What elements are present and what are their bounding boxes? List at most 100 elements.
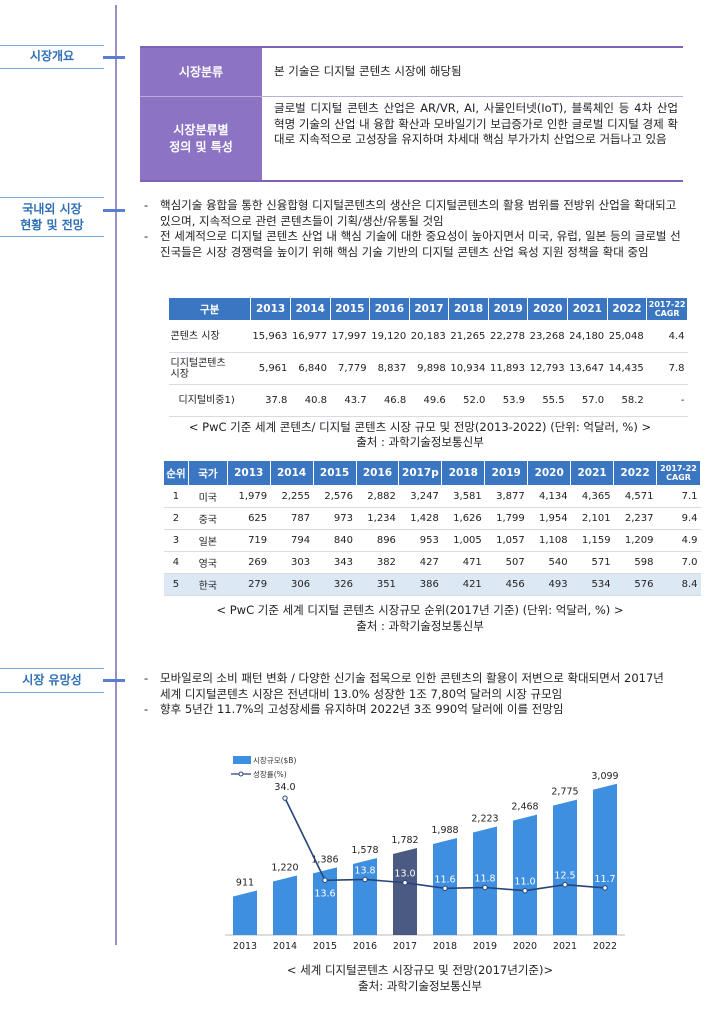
table-cell: 53.9: [488, 384, 528, 417]
table-cell: 20,183: [409, 320, 449, 353]
table-cell: 1,159: [570, 529, 614, 552]
table-cell: 17,997: [330, 320, 370, 353]
table-cell: 598: [613, 551, 657, 574]
market-size-chart: 시장규모($B) 성장률(%) 911 2013 1,220 2014 1,386 2015 1…: [225, 755, 625, 952]
table-cell: 787: [270, 507, 314, 530]
definition-text: 글로벌 디지털 콘텐츠 산업은 AR/VR, AI, 사물인터넷(IoT), 블…: [274, 101, 678, 146]
section-label-overview: 시장개요: [29, 49, 75, 63]
table-cell: 507: [484, 551, 528, 574]
section-rule: [0, 197, 104, 198]
section-rule: [0, 45, 104, 46]
table-cell: 351: [356, 573, 399, 596]
table-cell: 4.4: [646, 320, 688, 353]
column-header: 2015: [329, 297, 371, 321]
table-cell: 269: [227, 551, 271, 574]
table-cell: 4,134: [527, 485, 571, 508]
column-header: 국가: [187, 460, 228, 486]
column-header: 2017-22 CAGR: [655, 460, 702, 486]
table-cell: 8,837: [369, 352, 410, 385]
growth-point: [482, 884, 488, 891]
growth-value-label: 13.6: [314, 888, 335, 899]
column-header: 2017: [408, 297, 450, 321]
table-cell: 2,255: [270, 485, 314, 508]
table-cell: -: [646, 384, 688, 417]
growth-value-label: 11.7: [594, 874, 615, 885]
bar-value-label: 2,468: [511, 802, 538, 813]
table-cell: 3: [163, 529, 189, 552]
section-label-promise: 시장 유망성: [22, 673, 82, 687]
column-header: 2013: [250, 297, 291, 321]
x-tick-label: 2018: [433, 941, 457, 952]
table-cell: 3,581: [441, 485, 485, 508]
column-header: 2022: [606, 297, 648, 321]
table-cell: 한국: [188, 573, 228, 596]
growth-point: [322, 877, 328, 883]
table-cell: 24,180: [567, 320, 608, 353]
column-header: 2021: [570, 460, 615, 486]
table-cell: 58.2: [607, 384, 647, 417]
table-cell: 12,793: [527, 352, 568, 385]
table-cell: 7.8: [646, 352, 688, 385]
table-cell: 571: [570, 551, 614, 574]
bar-value-label: 2,775: [551, 787, 578, 798]
table-cell: 1,005: [441, 529, 485, 552]
table-cell: 540: [527, 551, 571, 574]
table-cell: 382: [356, 551, 399, 574]
table-cell: 7,779: [330, 352, 370, 385]
chart-bar: [593, 783, 617, 935]
table-cell: 23,268: [527, 320, 568, 353]
growth-point: [442, 885, 448, 892]
table-cell: 2: [163, 507, 189, 530]
table-cell: 5,961: [250, 352, 291, 385]
table-cell: 디지털비중1): [168, 384, 251, 417]
table-row: 1 미국 1,979 2,255 2,576 2,882 3,247 3,581 3,877 4,…: [163, 485, 701, 508]
x-tick-label: 2016: [353, 941, 377, 952]
table-cell: 9.4: [656, 507, 701, 530]
timeline-line: [115, 5, 117, 945]
x-tick-label: 2020: [513, 941, 537, 952]
legend-label: 시장규모($B): [253, 755, 296, 765]
table-cell: 일본: [188, 529, 228, 552]
table-cell: 343: [313, 551, 356, 574]
table-caption: < PwC 기준 세계 디지털 콘텐츠 시장규모 순위(2017년 기준) (단…: [216, 603, 624, 617]
table-cell: 719: [227, 529, 271, 552]
chart-bar: [513, 814, 537, 935]
table-row: 4 영국 269 303 343 382 427 471 507 540 571 598 7.0: [163, 551, 701, 574]
table-cell: 52.0: [448, 384, 489, 417]
legend-swatch: [233, 756, 251, 764]
table-cell: 386: [398, 573, 442, 596]
table-cell: 57.0: [567, 384, 608, 417]
x-tick-label: 2013: [233, 941, 257, 952]
section-rule: [0, 668, 104, 669]
table-cell: 794: [270, 529, 314, 552]
table-cell: 427: [398, 551, 442, 574]
x-tick-label: 2014: [273, 941, 297, 952]
bar-value-label: 3,099: [591, 771, 618, 782]
section-rule: [0, 236, 104, 237]
table-cell: 493: [527, 573, 571, 596]
growth-point: [402, 879, 408, 886]
table-caption: < PwC 기준 세계 콘텐츠/ 디지털 콘텐츠 시장 규모 및 전망(2013…: [188, 420, 652, 434]
table-row: 5 한국 279 306 326 351 386 421 456 493 534 576 8.4: [163, 573, 701, 596]
table-cell: 326: [313, 573, 356, 596]
table-row: 콘텐츠 시장 15,963 16,977 17,997 19,120 20,183 21,2…: [168, 320, 688, 353]
table-row: 3 일본 719 794 840 896 953 1,005 1,057 1,108 1,159 1,…: [163, 529, 701, 552]
table-cell: 576: [613, 573, 657, 596]
table-cell: 306: [270, 573, 314, 596]
chart-bar: [353, 858, 377, 935]
table-header-row: 순위 국가 2013 2014 2015 2016 2017p 2018 2019 2020 202…: [163, 460, 702, 486]
column-header: 2014: [269, 460, 314, 486]
x-tick-label: 2019: [473, 941, 497, 952]
table-source: 출처 : 과학기술정보통신부: [356, 435, 484, 449]
table-cell: 2,576: [313, 485, 356, 508]
table-cell: 953: [398, 529, 442, 552]
table-cell: 1,626: [441, 507, 485, 530]
section-marker: [103, 209, 125, 212]
chart-source: 출처: 과학기술정보통신부: [358, 979, 482, 993]
table-cell: 421: [441, 573, 485, 596]
table-cell: 1,799: [484, 507, 528, 530]
definition-head: 시장분류별 정의 및 특성: [140, 97, 262, 180]
table-row: 디지털비중1) 37.8 40.8 43.7 46.8 49.6 52.0 53.9 55.5 5…: [168, 384, 688, 417]
table-cell: 13,647: [567, 352, 608, 385]
column-header: 2018: [448, 297, 489, 321]
